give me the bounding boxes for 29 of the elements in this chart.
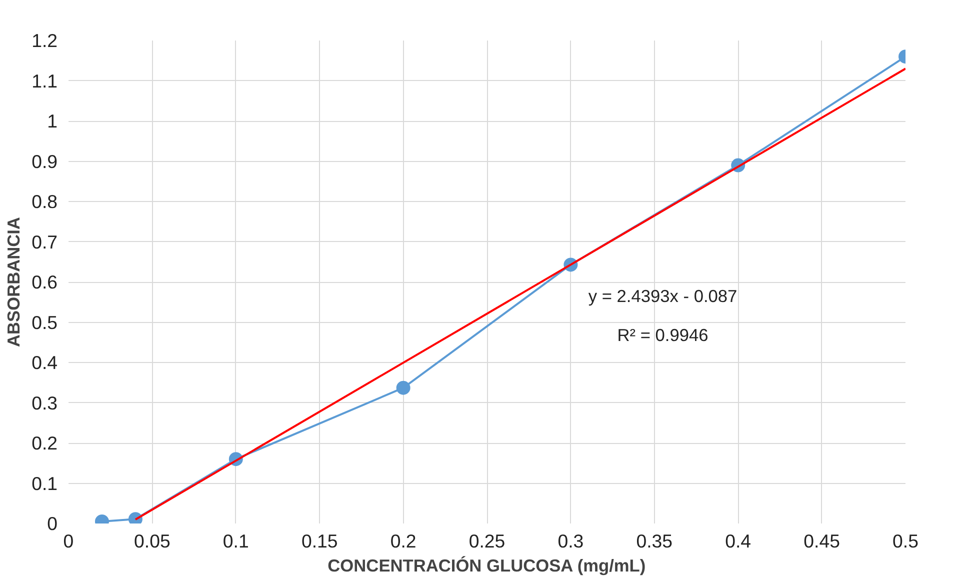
x-tick-label: 0.45: [804, 530, 840, 552]
x-tick-label: 0.3: [558, 530, 584, 552]
x-tick-label: 0.2: [390, 530, 416, 552]
x-tick-label: 0: [63, 530, 74, 552]
x-axis-title: CONCENTRACIÓN GLUCOSA (mg/mL): [328, 556, 646, 576]
y-tick-label: 0.8: [32, 191, 58, 212]
y-tick-label: 0.4: [32, 352, 58, 373]
y-tick-label: 0: [47, 513, 58, 534]
y-tick-label: 0.1: [32, 472, 58, 494]
y-tick-label: 0.9: [32, 150, 58, 172]
x-tick-label: 0.25: [468, 530, 506, 552]
x-tick-label: 0.35: [636, 530, 673, 552]
y-tick-label: 1.2: [32, 30, 58, 51]
x-tick-label: 0.05: [134, 530, 170, 552]
x-tick-label: 0.5: [892, 530, 918, 552]
x-tick-label: 0.4: [725, 530, 752, 552]
y-tick-label: 0.5: [32, 312, 58, 333]
y-tick-label: 0.6: [32, 272, 58, 292]
x-tick-label: 0.15: [301, 530, 338, 552]
y-tick-label: 0.3: [32, 392, 58, 414]
x-tick-label: 0.1: [222, 530, 249, 552]
y-axis-title: ABSORBANCIA: [4, 216, 24, 347]
point: [396, 380, 410, 395]
y-tick-label: 0.7: [32, 231, 58, 252]
annotation: y = 2.4393x - 0.087: [588, 286, 738, 306]
annotation: R² = 0.9946: [617, 324, 708, 345]
y-tick-label: 1: [47, 110, 58, 132]
y-tick-label: 1.1: [32, 70, 58, 92]
y-tick-label: 0.2: [32, 432, 58, 454]
